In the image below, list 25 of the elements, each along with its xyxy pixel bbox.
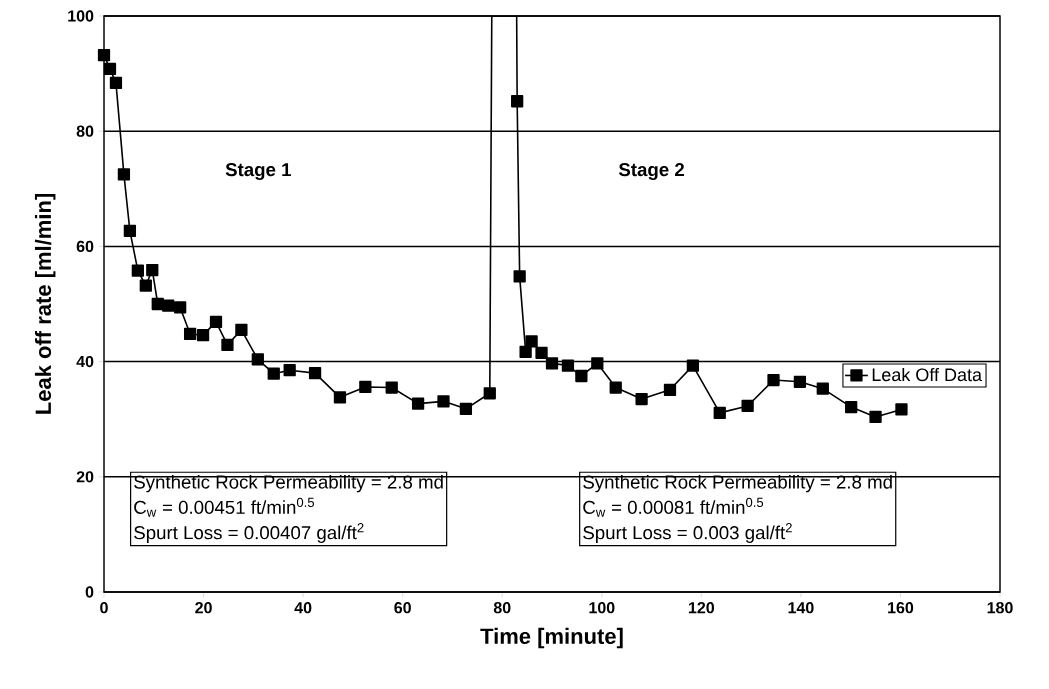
x-axis-title: Time [minute] — [480, 627, 623, 649]
y-tick-label: 60 — [76, 240, 94, 253]
x-tick-label: 140 — [788, 602, 814, 614]
x-tick-label: 180 — [987, 602, 1013, 614]
annotation: C$_{w}$ = 0.00081 ft/min$^{0.5}$ — [583, 497, 764, 517]
x-tick-label: 100 — [589, 602, 615, 614]
legend-label: Leak Off Data — [872, 367, 983, 382]
y-tick-label: 80 — [76, 125, 94, 137]
x-tick-label: 160 — [888, 602, 914, 614]
y-axis-title: Leak off rate [ml/min] — [34, 194, 56, 414]
annotation: Stage 2 — [618, 163, 684, 181]
annotation: Spurt Loss = 0.003 gal/ft$^{2}$ — [583, 523, 792, 543]
x-tick-label: 0 — [100, 602, 108, 614]
x-tick-label: 20 — [195, 602, 212, 614]
y-tick-label: 40 — [76, 355, 94, 368]
x-tick-label: 60 — [394, 602, 411, 614]
y-tick-label: 100 — [68, 10, 94, 22]
annotation: Spurt Loss = 0.00407 gal/ft$^{2}$ — [134, 523, 364, 543]
annotation: Stage 1 — [225, 163, 291, 181]
x-tick-label: 120 — [689, 602, 715, 614]
annotation: C$_{w}$ = 0.00451 ft/min$^{0.5}$ — [134, 497, 315, 517]
x-tick-label: 80 — [493, 602, 511, 614]
x-tick-label: 40 — [294, 602, 312, 614]
y-tick-label: 0 — [85, 586, 94, 598]
y-tick-label: 20 — [76, 471, 94, 483]
